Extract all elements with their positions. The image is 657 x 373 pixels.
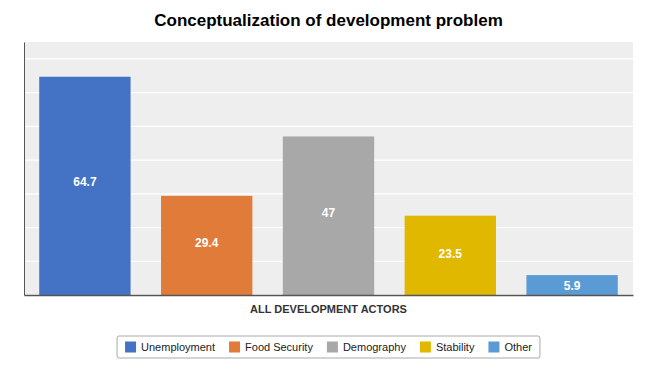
legend-swatch <box>229 342 240 353</box>
legend-item: Demography <box>327 341 406 353</box>
legend-swatch <box>488 342 499 353</box>
grid-line <box>24 58 633 59</box>
legend-label: Unemployment <box>141 341 215 353</box>
legend: Unemployment Food Security Demography Stabi… <box>117 336 540 358</box>
y-axis-line <box>24 43 25 296</box>
bars <box>39 77 618 295</box>
legend-swatch <box>327 342 338 353</box>
x-axis <box>25 295 634 296</box>
plot-area: 64.7 29.4 47 23.5 5.9 <box>24 42 634 296</box>
bar <box>283 136 374 295</box>
data-label: 5.9 <box>564 279 581 293</box>
legend-swatch <box>420 342 431 353</box>
legend-label: Demography <box>343 341 406 353</box>
legend-item: Stability <box>420 341 475 353</box>
legend-item: Unemployment <box>125 341 215 353</box>
bar <box>161 196 252 295</box>
title: Conceptualization of development problem <box>154 11 503 30</box>
legend-label: Stability <box>436 341 475 353</box>
plot-background <box>24 42 633 295</box>
y-axis <box>24 43 26 296</box>
data-label: 47 <box>322 206 336 220</box>
data-labels: 64.7 29.4 47 23.5 5.9 <box>73 175 581 294</box>
x-axis-title: ALL DEVELOPMENT ACTORS <box>250 303 407 315</box>
bar <box>39 77 130 295</box>
data-label: 23.5 <box>439 247 463 261</box>
chart: 64.7 29.4 47 23.5 5.9 Conceptualization of de… <box>0 0 657 373</box>
x-axis-line <box>25 295 634 297</box>
legend-item: Food Security <box>229 341 313 353</box>
legend-frame <box>117 336 540 358</box>
data-label: 64.7 <box>73 175 97 189</box>
bar <box>526 275 617 295</box>
legend-label: Other <box>504 341 532 353</box>
legend-label: Food Security <box>245 341 313 353</box>
legend-item: Other <box>488 341 532 353</box>
legend-swatch <box>125 342 136 353</box>
bar <box>405 216 496 295</box>
grid <box>24 59 633 295</box>
data-label: 29.4 <box>195 236 219 250</box>
